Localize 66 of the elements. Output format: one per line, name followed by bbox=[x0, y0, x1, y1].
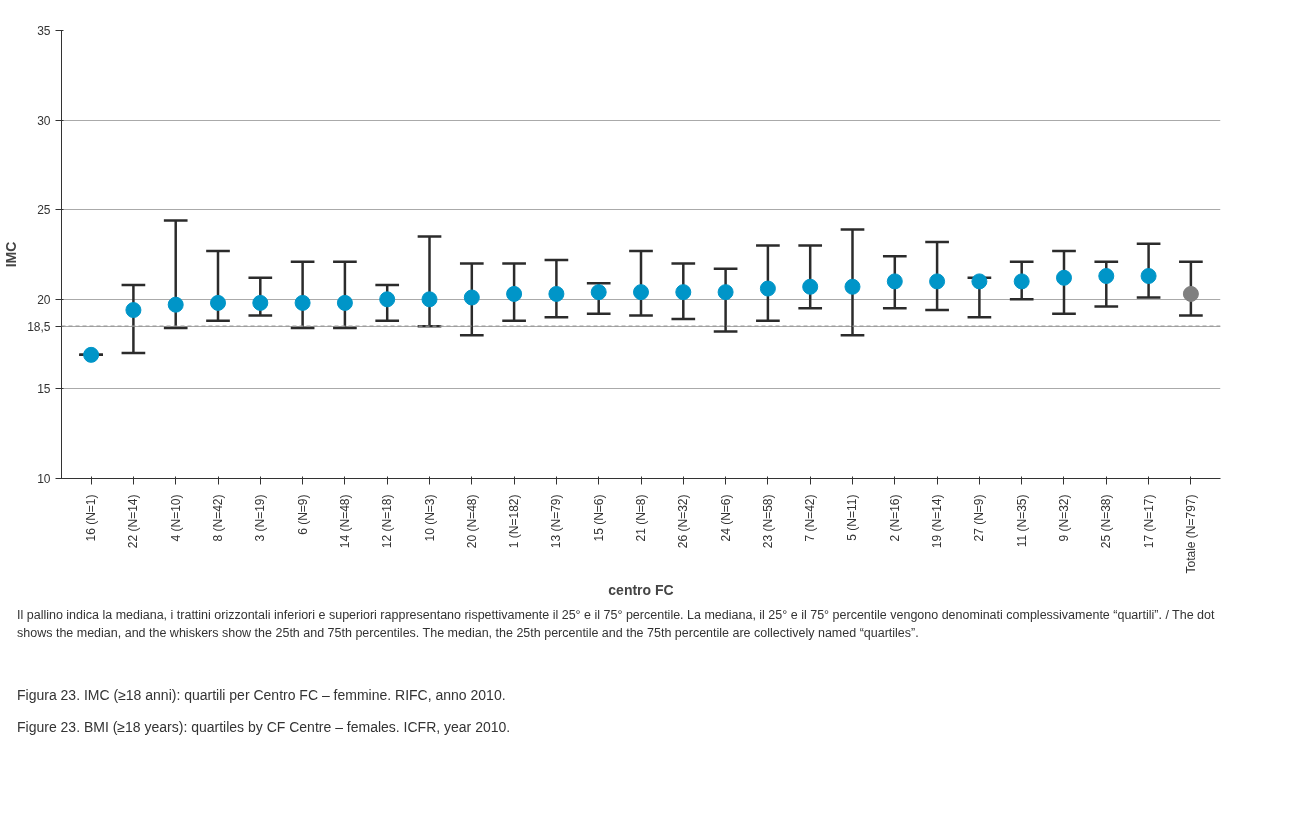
x-tick-label: 23 (N=58) bbox=[760, 494, 775, 549]
point bbox=[379, 291, 396, 308]
point bbox=[675, 284, 692, 301]
point bbox=[1182, 285, 1199, 302]
x-tick-label: 7 (N=42) bbox=[803, 494, 818, 542]
x-tick-label: 21 (N=8) bbox=[634, 494, 648, 542]
point bbox=[83, 346, 100, 363]
x-tick-label: 12 (N=18) bbox=[380, 494, 395, 549]
x-tick-label: 24 (N=6) bbox=[718, 494, 733, 542]
x-tick-label: 27 (N=9) bbox=[972, 494, 987, 542]
x-tick-label: 11 (N=35) bbox=[1014, 494, 1029, 548]
x-tick-label: 20 (N=48) bbox=[464, 494, 479, 549]
x-tick-label: 16 (N=1) bbox=[84, 494, 99, 542]
x-tick-label: 26 (N=32) bbox=[676, 494, 691, 549]
text: Il pallino indica la mediana, i trattini orizzontali inferiori e superiori rappresentano rispettivamente il 25° e il 75° percentile. La mediana, il 25° e il 75° percentile vengono denominati complessivamente “quartili”. / The dot shows the median, and the whiskers show the 25th and 75th percentiles. The median, the 25th percentile and the 75th percentile are collectively named “quartiles”. bbox=[17, 607, 1216, 642]
x-tick-label: 4 (N=10) bbox=[168, 494, 183, 542]
point bbox=[167, 296, 184, 313]
y-tick-label: 10 bbox=[37, 472, 51, 486]
x-axis-title: centro FC bbox=[608, 581, 674, 598]
y-tick-label: 35 bbox=[37, 24, 51, 38]
y-tick-label: 25 bbox=[37, 203, 51, 218]
point bbox=[463, 289, 480, 306]
point bbox=[1013, 273, 1030, 290]
point bbox=[294, 294, 311, 311]
x-tick-label: 9 (N=32) bbox=[1056, 494, 1071, 542]
x-tick-label: Totale (N=797) bbox=[1183, 494, 1198, 574]
point bbox=[1098, 268, 1115, 284]
point bbox=[506, 285, 523, 302]
x-tick-label: 17 (N=17) bbox=[1141, 494, 1156, 549]
point bbox=[336, 294, 353, 311]
x-tick-label: 3 (N=19) bbox=[253, 494, 268, 542]
y-tick-label: 30 bbox=[37, 113, 51, 128]
point bbox=[886, 273, 903, 290]
x-tick-label: 14 (N=48) bbox=[337, 494, 352, 549]
point bbox=[759, 280, 776, 297]
point bbox=[802, 278, 819, 295]
point bbox=[125, 302, 142, 319]
x-tick-label: 25 (N=38) bbox=[1099, 494, 1114, 549]
caption: Figure 23. BMI (≥18 years): quartiles by CF Centre – females. ICFR, year 2010. bbox=[17, 717, 512, 737]
point bbox=[971, 273, 988, 290]
y-axis-title: IMC bbox=[3, 241, 20, 268]
point bbox=[717, 284, 734, 301]
point bbox=[590, 284, 607, 301]
x-tick-label: 1 (N=182) bbox=[507, 494, 522, 549]
x-tick-label: 19 (N=14) bbox=[930, 494, 945, 549]
point bbox=[844, 278, 861, 295]
x-tick-label: 8 (N=42) bbox=[211, 494, 226, 542]
y-tick-label: 18,5 bbox=[27, 319, 51, 334]
x-tick-label: 10 (N=3) bbox=[422, 494, 437, 542]
point bbox=[210, 294, 227, 311]
x-tick-label: 22 (N=14) bbox=[126, 494, 141, 549]
point bbox=[1140, 268, 1157, 284]
point bbox=[548, 285, 565, 302]
y-tick-label: 20 bbox=[37, 292, 51, 307]
x-tick-label: 15 (N=6) bbox=[591, 494, 606, 542]
point bbox=[929, 273, 946, 290]
x-tick-label: 13 (N=79) bbox=[549, 494, 564, 549]
point bbox=[633, 284, 649, 301]
y-tick-label: 15 bbox=[37, 382, 51, 397]
point bbox=[252, 294, 269, 311]
x-tick-label: 2 (N=16) bbox=[887, 494, 902, 542]
x-tick-label: 5 (N=11) bbox=[845, 494, 860, 541]
point bbox=[421, 291, 438, 308]
point bbox=[1055, 269, 1072, 286]
text: Figura 23. IMC (≥18 anni): quartili per Centro FC – femmine. RIFC, anno 2010. bbox=[17, 685, 507, 705]
x-tick-label: 6 (N=9) bbox=[295, 494, 310, 535]
